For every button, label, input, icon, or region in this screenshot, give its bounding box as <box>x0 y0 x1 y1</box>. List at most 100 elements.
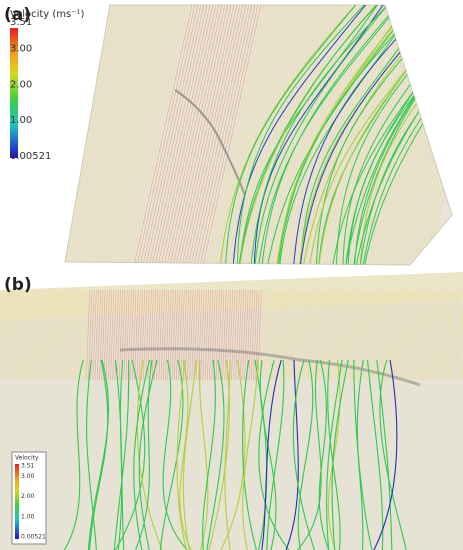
vector <box>358 290 363 381</box>
vector <box>455 290 460 381</box>
vector <box>409 290 414 381</box>
vector <box>299 290 304 381</box>
vector <box>316 290 322 381</box>
vector <box>440 290 445 381</box>
vector <box>407 290 412 381</box>
vector <box>243 5 305 265</box>
vector <box>356 290 361 381</box>
vector <box>174 5 236 265</box>
streamline <box>254 5 393 265</box>
vector <box>65 5 74 265</box>
vector <box>178 290 183 381</box>
vector <box>153 5 215 265</box>
vector <box>140 290 146 381</box>
vector <box>396 290 401 381</box>
vector <box>360 290 366 381</box>
vector <box>55 290 60 381</box>
tick-label: 2.00 <box>21 493 35 500</box>
streamline <box>113 359 130 550</box>
ridge <box>119 347 421 387</box>
streamline <box>138 359 158 550</box>
vector <box>0 0 52 270</box>
vector <box>420 290 425 381</box>
vector <box>189 5 251 265</box>
streamline <box>257 5 404 265</box>
vector <box>93 5 155 265</box>
vector <box>255 290 260 381</box>
vector <box>270 290 275 381</box>
vector <box>365 290 370 381</box>
vector <box>374 290 379 381</box>
ridge <box>174 89 246 196</box>
streamline <box>208 359 230 550</box>
streamline <box>344 5 452 265</box>
vector <box>303 290 308 381</box>
vector <box>426 5 452 265</box>
streamline <box>261 359 282 550</box>
vector <box>120 5 182 265</box>
vector <box>0 0 40 270</box>
vector <box>290 290 295 381</box>
colorbar <box>10 28 18 158</box>
vector <box>453 290 458 381</box>
vector <box>369 290 374 381</box>
vector <box>0 0 46 270</box>
vector <box>165 5 227 265</box>
vector <box>261 290 267 381</box>
streamline <box>236 5 369 265</box>
vector <box>457 290 462 381</box>
vector <box>446 290 451 381</box>
vector <box>65 5 71 265</box>
vector <box>151 290 157 381</box>
vector <box>79 290 84 381</box>
vector <box>400 290 405 381</box>
streamline <box>379 359 407 550</box>
vector <box>59 290 64 381</box>
vector <box>261 5 323 265</box>
vector <box>28 290 33 381</box>
vector <box>349 290 355 381</box>
streamline <box>136 359 163 550</box>
vector <box>207 5 269 265</box>
vector <box>66 5 128 265</box>
vector <box>285 5 347 265</box>
vector <box>184 290 190 381</box>
legend-title: Velocity <box>15 455 39 462</box>
vector <box>321 5 383 265</box>
tick-label: 3.51 <box>10 17 32 28</box>
vector <box>94 290 99 381</box>
vector <box>281 290 286 381</box>
vector <box>6 290 11 381</box>
vector <box>149 290 154 381</box>
vector <box>165 290 170 381</box>
vector <box>96 290 102 381</box>
vector <box>129 5 191 265</box>
vector <box>305 290 311 381</box>
vector <box>294 290 300 381</box>
vector <box>235 290 240 381</box>
vector <box>156 5 218 265</box>
vector <box>268 290 273 381</box>
vector <box>162 290 168 381</box>
streamline <box>355 5 452 265</box>
vector <box>411 290 416 381</box>
vector <box>171 290 176 381</box>
vector <box>333 5 395 265</box>
vector <box>77 290 82 381</box>
vector <box>250 290 256 381</box>
vector <box>215 290 220 381</box>
vector <box>321 290 326 381</box>
vector <box>339 5 401 265</box>
vector <box>433 290 438 381</box>
vector <box>75 5 137 265</box>
vector <box>84 5 146 265</box>
vector <box>68 290 73 381</box>
vector <box>297 5 359 265</box>
vector <box>147 5 209 265</box>
vector <box>26 290 31 381</box>
vector <box>231 290 236 381</box>
vector <box>422 290 427 381</box>
streamline <box>266 359 285 550</box>
legend-title: Velocity (ms⁻¹) <box>10 9 85 20</box>
vector <box>129 290 135 381</box>
